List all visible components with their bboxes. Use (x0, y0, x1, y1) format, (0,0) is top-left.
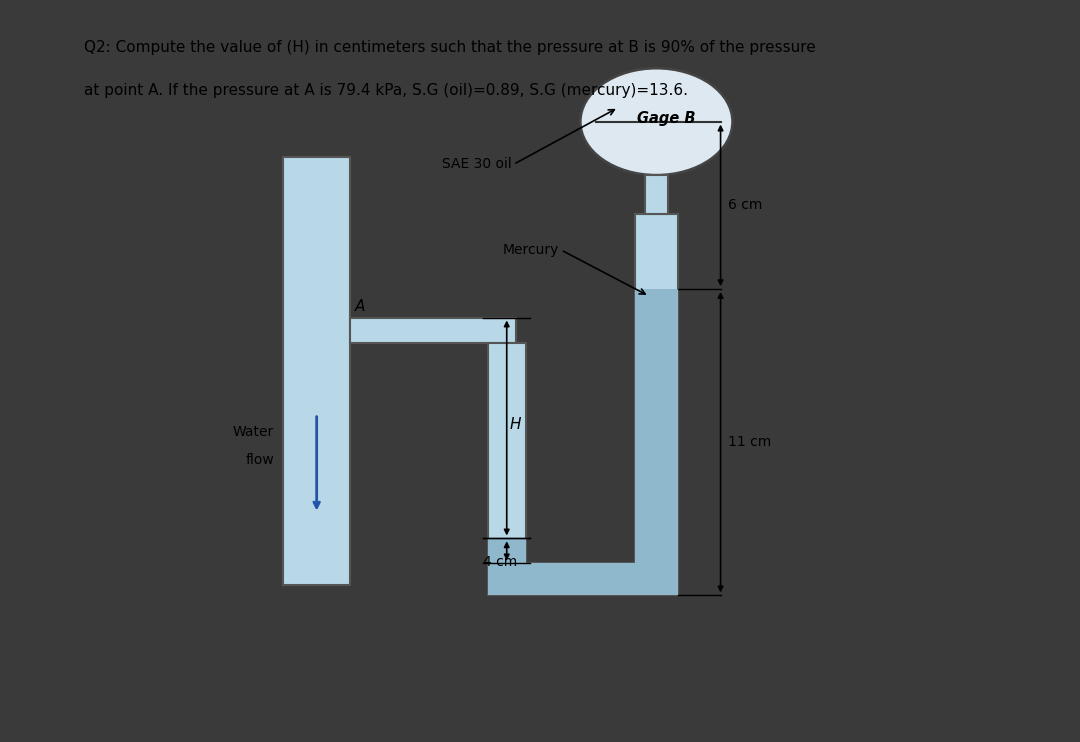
Bar (635, 289, 678, 563)
Text: at point A. If the pressure at A is 79.4 kPa, S.G (oil)=0.89, S.G (mercury)=13.6: at point A. If the pressure at A is 79.4… (84, 82, 688, 97)
Bar (488, 563, 678, 595)
Text: SAE 30 oil: SAE 30 oil (442, 157, 512, 171)
Text: A: A (354, 299, 365, 314)
Text: 6 cm: 6 cm (728, 198, 762, 212)
Text: Gage B: Gage B (637, 111, 696, 125)
Bar (488, 343, 526, 563)
Text: Water: Water (232, 424, 274, 439)
Bar (645, 175, 669, 214)
Bar (488, 563, 678, 595)
Ellipse shape (580, 68, 732, 175)
Text: Q2: Compute the value of (H) in centimeters such that the pressure at B is 90% o: Q2: Compute the value of (H) in centimet… (84, 40, 815, 55)
Text: 4 cm: 4 cm (483, 554, 517, 568)
Bar (283, 157, 350, 585)
Text: Mercury: Mercury (502, 243, 559, 257)
Text: 11 cm: 11 cm (728, 436, 771, 449)
Bar (350, 318, 516, 343)
Text: H: H (510, 417, 521, 432)
Bar (488, 539, 526, 563)
Bar (635, 214, 678, 563)
Text: flow: flow (245, 453, 274, 467)
